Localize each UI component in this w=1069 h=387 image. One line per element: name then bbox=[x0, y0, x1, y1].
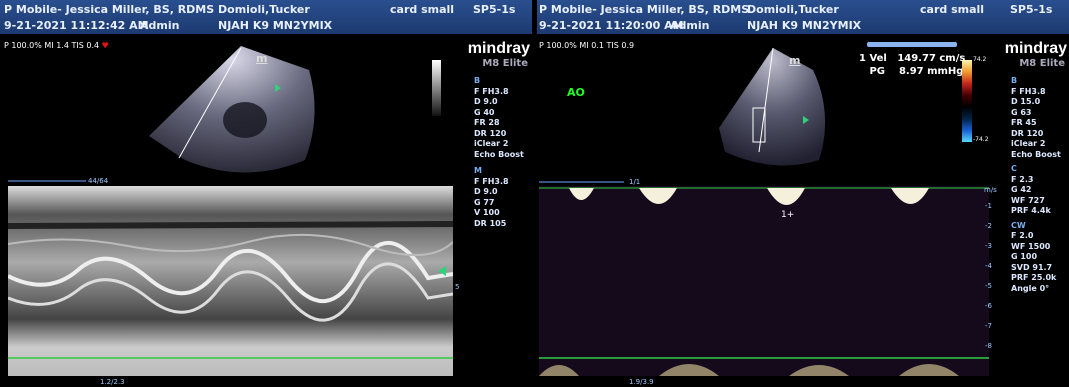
doppler-tick-4: -4 bbox=[985, 262, 992, 270]
param-b-1: D 15.0 bbox=[1011, 97, 1041, 106]
left-image-panel: P Mobile- Jessica Miller, BS, RDMS Domio… bbox=[0, 0, 532, 387]
patient-id: NJAH K9 MN2YMIX bbox=[747, 19, 862, 32]
datetime-label: 9-21-2021 11:12:42 AM bbox=[4, 19, 149, 32]
param-cw-0: F 2.0 bbox=[1011, 231, 1034, 240]
brand-logo: mindray bbox=[467, 40, 530, 57]
patient-name: Domioli,Tucker bbox=[218, 3, 310, 16]
param-b-5: iClear 2 bbox=[1011, 139, 1046, 148]
param-b-6: Echo Boost bbox=[1011, 149, 1061, 159]
scale-top-label: 1/1 bbox=[629, 178, 641, 186]
param-b-6: Echo Boost bbox=[474, 149, 524, 159]
preset-label: card small bbox=[390, 3, 455, 16]
param-m-1: D 9.0 bbox=[474, 187, 498, 196]
param-cw-3: SVD 91.7 bbox=[1011, 262, 1053, 272]
power-line: P 100.0% MI 0.1 TIS 0.9 bbox=[539, 41, 635, 50]
operator-label: Admin bbox=[140, 19, 180, 32]
institution-label: P Mobile- Jessica Miller, BS, RDMS bbox=[4, 3, 215, 16]
param-b-3: FR 28 bbox=[474, 118, 500, 127]
doppler-tick-3: -3 bbox=[985, 242, 992, 250]
parameter-panel: B F FH3.8 D 15.0 G 63 FR 45 DR 120 iClea… bbox=[1011, 76, 1061, 294]
vel-label: Vel bbox=[869, 53, 887, 64]
probe-label: SP5-1s bbox=[473, 3, 516, 16]
param-cw-5: Angle 0° bbox=[1011, 283, 1050, 293]
cw-mode-title: CW bbox=[1011, 220, 1026, 230]
color-scale-bar bbox=[962, 60, 972, 142]
b-mode-title: B bbox=[474, 76, 481, 85]
depth-mark: 5 bbox=[455, 283, 460, 291]
param-c-0: F 2.3 bbox=[1011, 174, 1034, 184]
doppler-unit: m/s bbox=[984, 186, 997, 194]
operator-label: Admin bbox=[670, 19, 710, 32]
doppler-tick-6: -6 bbox=[985, 302, 992, 310]
color-scale-bottom: -74.2 bbox=[973, 136, 989, 143]
orientation-marker: m bbox=[256, 52, 268, 65]
preset-label: card small bbox=[920, 3, 985, 16]
heart-icon: ♥ bbox=[101, 41, 109, 50]
model-label: M8 Elite bbox=[1019, 58, 1065, 69]
orientation-marker: m bbox=[789, 54, 801, 67]
param-b-4: DR 120 bbox=[474, 128, 507, 138]
right-image-panel: P Mobile- Jessica Miller, BS, RDMS Domio… bbox=[537, 0, 1069, 387]
institution-label: P Mobile- Jessica Miller, BS, RDMS bbox=[539, 3, 750, 16]
pg-label: PG bbox=[869, 66, 885, 77]
pg-value: 8.97 mmHg bbox=[898, 66, 964, 77]
b-mode-title: B bbox=[1011, 76, 1018, 85]
param-b-4: DR 120 bbox=[1011, 128, 1044, 138]
measurement-box: 1 Vel 149.77 cm/s PG 8.97 mmHg bbox=[859, 52, 965, 78]
power-line: P 100.0% MI 1.4 TIS 0.4 ♥ bbox=[4, 41, 109, 50]
param-cw-1: WF 1500 bbox=[1011, 241, 1051, 251]
param-cw-2: G 100 bbox=[1011, 252, 1038, 261]
param-b-0: F FH3.8 bbox=[474, 86, 509, 96]
doppler-tick-1: -1 bbox=[985, 202, 992, 210]
measurement-index: 1 bbox=[859, 53, 866, 64]
param-b-1: D 9.0 bbox=[474, 97, 498, 106]
ao-label: AO bbox=[567, 86, 585, 99]
patient-name: Domioli,Tucker bbox=[747, 3, 839, 16]
header-bar: P Mobile- Jessica Miller, BS, RDMS Domio… bbox=[0, 0, 532, 34]
param-b-3: FR 45 bbox=[1011, 118, 1037, 127]
scale-line-top bbox=[8, 180, 86, 182]
grayscale-bar bbox=[432, 60, 441, 116]
scale-bottom-label: 1.9/3.9 bbox=[629, 378, 654, 386]
measurement-tab bbox=[867, 42, 957, 47]
doppler-spectrum bbox=[539, 186, 989, 376]
doppler-tick-8: -8 bbox=[985, 342, 992, 350]
param-cw-4: PRF 25.0k bbox=[1011, 273, 1057, 282]
param-m-4: DR 105 bbox=[474, 218, 507, 228]
doppler-tick-5: -5 bbox=[985, 282, 992, 290]
vel-value: 149.77 cm/s bbox=[897, 53, 966, 64]
scale-top-label: 44/64 bbox=[88, 177, 109, 185]
param-b-0: F FH3.8 bbox=[1011, 86, 1046, 96]
parameter-panel: B F FH3.8 D 9.0 G 40 FR 28 DR 120 iClear… bbox=[474, 76, 524, 229]
color-scale-top: 74.2 bbox=[973, 56, 987, 63]
datetime-label: 9-21-2021 11:20:00 AM bbox=[539, 19, 684, 32]
b-mode-sector bbox=[719, 47, 826, 166]
param-c-3: PRF 4.4k bbox=[1011, 206, 1051, 215]
param-b-5: iClear 2 bbox=[474, 139, 509, 148]
b-mode-sector bbox=[149, 46, 315, 173]
color-mode-title: C bbox=[1011, 164, 1017, 173]
scale-bottom-label: 1.2/2.3 bbox=[100, 378, 125, 386]
patient-id: NJAH K9 MN2YMIX bbox=[218, 19, 333, 32]
model-label: M8 Elite bbox=[482, 58, 528, 69]
param-m-3: V 100 bbox=[474, 208, 500, 217]
param-m-2: G 77 bbox=[474, 197, 495, 207]
param-c-2: WF 727 bbox=[1011, 195, 1045, 205]
header-bar: P Mobile- Jessica Miller, BS, RDMS Domio… bbox=[537, 0, 1069, 34]
doppler-tick-7: -7 bbox=[985, 322, 992, 330]
param-b-2: G 40 bbox=[474, 107, 495, 117]
scale-line-top bbox=[539, 181, 624, 183]
param-m-0: F FH3.8 bbox=[474, 176, 509, 186]
m-mode-title: M bbox=[474, 166, 482, 175]
probe-label: SP5-1s bbox=[1010, 3, 1053, 16]
param-c-1: G 42 bbox=[1011, 185, 1032, 194]
measurement-cursor: 1+ bbox=[781, 210, 795, 220]
param-b-2: G 63 bbox=[1011, 107, 1032, 117]
doppler-tick-2: -2 bbox=[985, 222, 992, 230]
brand-logo: mindray bbox=[1004, 40, 1067, 57]
m-mode-trace bbox=[8, 186, 453, 376]
